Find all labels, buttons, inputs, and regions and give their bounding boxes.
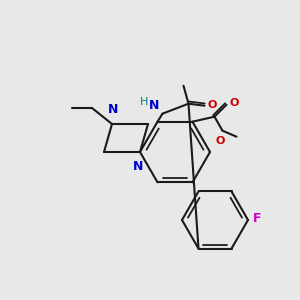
Text: N: N: [149, 99, 160, 112]
Text: N: N: [108, 103, 118, 116]
Text: H: H: [140, 97, 149, 107]
Text: O: O: [208, 100, 217, 110]
Text: F: F: [253, 212, 262, 226]
Text: N: N: [133, 160, 143, 173]
Text: O: O: [216, 136, 225, 146]
Text: O: O: [230, 98, 239, 108]
